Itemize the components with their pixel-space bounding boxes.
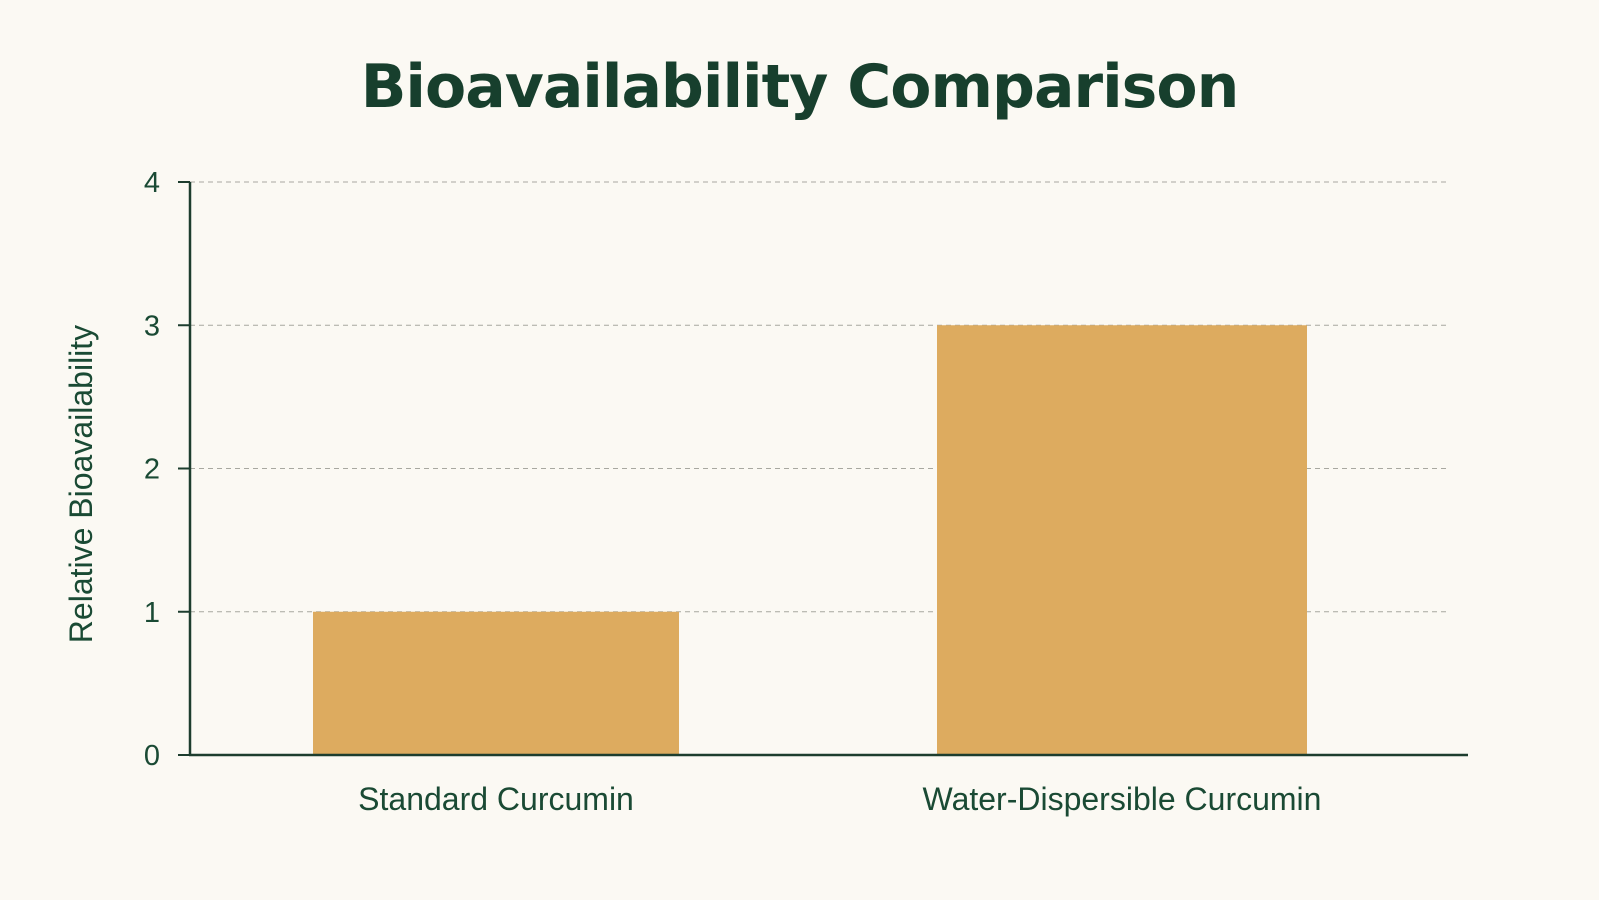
y-tick-label: 0 (144, 740, 160, 772)
bar-2 (937, 325, 1307, 755)
y-tick-label: 2 (144, 454, 160, 486)
y-axis-title: Relative Bioavailability (63, 325, 99, 643)
y-tick-label: 4 (144, 167, 160, 199)
bar-1 (313, 611, 679, 755)
chart-title: Bioavailability Comparison (360, 52, 1240, 122)
x-category-label: Standard Curcumin (358, 781, 634, 817)
x-category-label: Water-Dispersible Curcumin (923, 781, 1322, 817)
y-tick-label: 1 (144, 597, 160, 629)
y-tick-label: 3 (144, 310, 160, 342)
